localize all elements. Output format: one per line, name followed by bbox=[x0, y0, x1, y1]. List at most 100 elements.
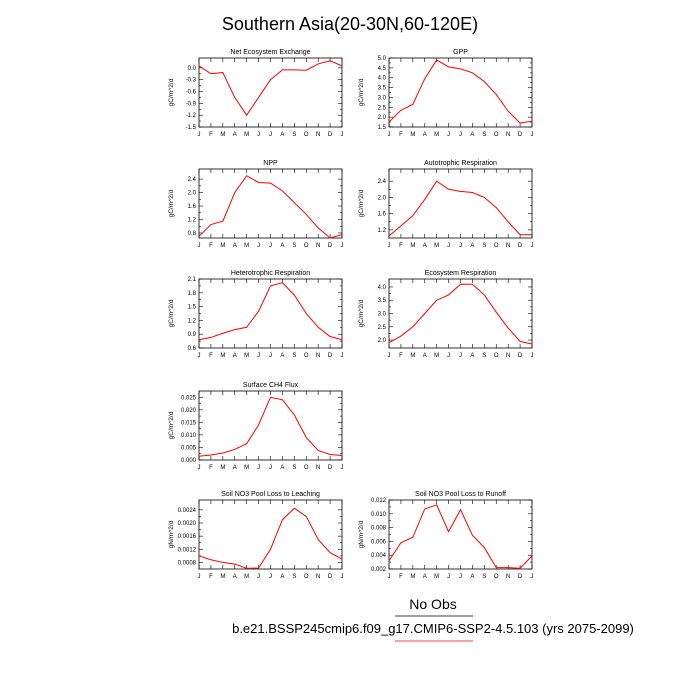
x-tick-label: J bbox=[269, 132, 272, 138]
x-tick-label: O bbox=[494, 243, 499, 249]
x-tick-label: O bbox=[304, 574, 309, 580]
x-tick-label: M bbox=[410, 574, 415, 580]
x-tick-label: J bbox=[257, 132, 260, 138]
y-axis-label: gC/m^2/d bbox=[358, 189, 365, 217]
y-axis-label: gC/m^2/d bbox=[168, 189, 175, 217]
y-tick-label: 1.2 bbox=[188, 217, 197, 223]
y-tick-label: 2.4 bbox=[188, 177, 197, 183]
x-tick-label: J bbox=[447, 243, 450, 249]
x-tick-label: N bbox=[506, 132, 510, 138]
case-label: b.e21.BSSP245cmip6.f09_g17.CMIP6-SSP2-4.… bbox=[232, 621, 634, 636]
x-tick-label: M bbox=[220, 132, 225, 138]
x-tick-label: A bbox=[423, 574, 427, 580]
y-tick-label: 0.000 bbox=[181, 458, 197, 464]
x-tick-label: J bbox=[198, 353, 201, 359]
x-tick-label: J bbox=[341, 574, 344, 580]
y-tick-label: 3.5 bbox=[378, 86, 387, 92]
y-axis-label: gC/m^2/d bbox=[358, 78, 365, 106]
y-tick-label: 0.015 bbox=[181, 420, 197, 426]
x-tick-label: A bbox=[470, 132, 474, 138]
x-tick-label: N bbox=[316, 574, 320, 580]
x-tick-label: J bbox=[269, 465, 272, 471]
y-axis-label: gN/m^2/d bbox=[168, 520, 175, 548]
x-tick-label: S bbox=[482, 353, 486, 359]
x-tick-label: D bbox=[518, 353, 523, 359]
y-tick-label: 2.5 bbox=[378, 325, 387, 331]
y-tick-label: 0.004 bbox=[371, 553, 387, 559]
x-tick-label: J bbox=[341, 243, 344, 249]
x-tick-label: J bbox=[388, 574, 391, 580]
panel-8: Soil NO3 Pool Loss to Runoff J F M A M J J A S O N D… bbox=[358, 491, 534, 580]
x-tick-label: N bbox=[316, 353, 320, 359]
x-tick-label: J bbox=[198, 465, 201, 471]
x-tick-label: A bbox=[280, 574, 284, 580]
y-tick-label: 1.2 bbox=[378, 228, 387, 234]
x-tick-label: J bbox=[198, 243, 201, 249]
x-tick-label: M bbox=[220, 243, 225, 249]
panel-title: Heterotrophic Respiration bbox=[231, 270, 310, 277]
panel-title: Autotrophic Respiration bbox=[424, 160, 497, 167]
y-tick-label: 0.0020 bbox=[178, 521, 197, 527]
y-tick-label: 2.0 bbox=[188, 191, 197, 197]
x-tick-label: J bbox=[531, 574, 534, 580]
panel-title: Ecosystem Respiration bbox=[425, 270, 497, 277]
x-tick-label: O bbox=[304, 132, 309, 138]
y-tick-label: 0.012 bbox=[371, 498, 387, 504]
x-tick-label: F bbox=[209, 465, 213, 471]
x-tick-label: S bbox=[482, 132, 486, 138]
y-tick-label: 2.4 bbox=[378, 179, 387, 185]
x-tick-label: N bbox=[506, 353, 510, 359]
x-tick-label: M bbox=[244, 465, 249, 471]
x-tick-label: O bbox=[304, 353, 309, 359]
series-line bbox=[388, 283, 533, 345]
series-line bbox=[198, 396, 343, 457]
x-tick-label: D bbox=[518, 243, 523, 249]
obs-label: No Obs bbox=[409, 596, 456, 612]
y-tick-label: 1.8 bbox=[188, 291, 197, 297]
y-tick-label: -1.5 bbox=[186, 125, 197, 131]
x-tick-label: F bbox=[399, 353, 403, 359]
x-tick-label: J bbox=[447, 132, 450, 138]
x-tick-label: M bbox=[220, 574, 225, 580]
y-tick-label: 4.5 bbox=[378, 66, 387, 72]
x-tick-label: J bbox=[257, 353, 260, 359]
y-tick-label: 0.0024 bbox=[178, 508, 197, 514]
series-line bbox=[198, 507, 343, 569]
panel-title: Soil NO3 Pool Loss to Runoff bbox=[415, 491, 506, 498]
series-line bbox=[198, 175, 343, 239]
y-tick-label: 0.010 bbox=[371, 512, 387, 518]
x-tick-label: M bbox=[244, 353, 249, 359]
x-tick-label: N bbox=[506, 243, 510, 249]
x-tick-label: F bbox=[399, 574, 403, 580]
y-tick-label: 1.2 bbox=[188, 318, 197, 324]
y-tick-label: 0.002 bbox=[371, 567, 387, 573]
y-tick-label: 3.0 bbox=[378, 312, 387, 318]
y-tick-label: 0.8 bbox=[188, 231, 197, 237]
y-tick-label: 0.6 bbox=[188, 346, 197, 352]
x-tick-label: J bbox=[459, 353, 462, 359]
y-tick-label: 0.9 bbox=[188, 332, 197, 338]
x-tick-label: N bbox=[316, 132, 320, 138]
y-tick-label: 1.6 bbox=[188, 204, 197, 210]
x-tick-label: M bbox=[220, 465, 225, 471]
x-tick-label: J bbox=[257, 574, 260, 580]
panel-5: Ecosystem Respiration J F M A M J J A S O N D J 2.0 2.5… bbox=[358, 270, 534, 359]
x-tick-label: N bbox=[316, 243, 320, 249]
x-tick-label: J bbox=[447, 574, 450, 580]
y-axis-label: gN/m^2/d bbox=[358, 520, 365, 548]
x-tick-label: A bbox=[280, 243, 284, 249]
x-tick-label: J bbox=[269, 574, 272, 580]
y-axis-label: gC/m^2/d bbox=[168, 411, 175, 439]
y-tick-label: 0.0012 bbox=[178, 547, 197, 553]
x-tick-label: N bbox=[316, 465, 320, 471]
y-tick-label: 0.005 bbox=[181, 445, 197, 451]
x-tick-label: J bbox=[531, 243, 534, 249]
x-tick-label: O bbox=[304, 243, 309, 249]
y-tick-label: 1.5 bbox=[378, 125, 387, 131]
y-tick-label: 5.0 bbox=[378, 56, 387, 62]
x-tick-label: A bbox=[233, 465, 237, 471]
panel-title: GPP bbox=[453, 49, 468, 56]
x-tick-label: J bbox=[459, 243, 462, 249]
